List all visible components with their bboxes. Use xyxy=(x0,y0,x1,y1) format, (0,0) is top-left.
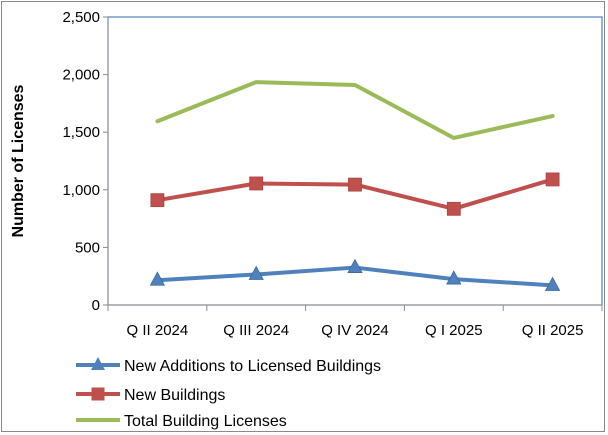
y-tick-label: 1,000 xyxy=(62,182,100,199)
legend-item-0: New Additions to Licensed Buildings xyxy=(76,357,381,375)
series-group xyxy=(149,80,561,291)
series-0 xyxy=(149,258,561,291)
x-tick-label: Q II 2025 xyxy=(522,322,584,339)
legend-marker xyxy=(91,357,105,370)
series-2 xyxy=(155,80,555,140)
data-point xyxy=(446,270,462,285)
data-point xyxy=(149,271,166,286)
y-axis: 0 500 1,000 1,500 2,000 2,500 xyxy=(62,9,109,314)
x-tick-label: Q III 2024 xyxy=(223,322,289,339)
legend-item-2: Total Building Licenses xyxy=(76,413,287,430)
series-1 xyxy=(150,172,560,216)
legend: New Additions to Licensed Buildings New B… xyxy=(76,357,381,430)
series-line xyxy=(155,80,555,140)
x-tick-label: Q I 2025 xyxy=(425,322,483,339)
y-tick-label: 500 xyxy=(75,239,100,256)
data-point xyxy=(249,176,264,191)
legend-marker xyxy=(91,387,105,401)
y-tick-label: 2,000 xyxy=(62,67,100,84)
data-point xyxy=(347,258,363,273)
y-tick-label: 2,500 xyxy=(62,9,100,26)
legend-label: New Additions to Licensed Buildings xyxy=(124,358,381,375)
x-tick-label: Q II 2024 xyxy=(127,322,189,339)
y-tick-label: 1,500 xyxy=(62,124,100,141)
data-point xyxy=(348,177,362,192)
x-tick-label: Q IV 2024 xyxy=(321,322,389,339)
data-point xyxy=(150,193,165,208)
data-point xyxy=(248,265,264,280)
data-point xyxy=(545,172,560,187)
legend-label: New Buildings xyxy=(124,387,225,404)
y-axis-label: Number of Licenses xyxy=(10,84,27,237)
legend-label: Total Building Licenses xyxy=(124,413,287,430)
data-point xyxy=(446,201,461,216)
x-axis: Q II 2024 Q III 2024 Q IV 2024 Q I 2025 Q II… xyxy=(107,304,603,339)
legend-item-1: New Buildings xyxy=(76,387,225,404)
y-tick-label: 0 xyxy=(92,297,100,314)
data-point xyxy=(544,276,561,291)
